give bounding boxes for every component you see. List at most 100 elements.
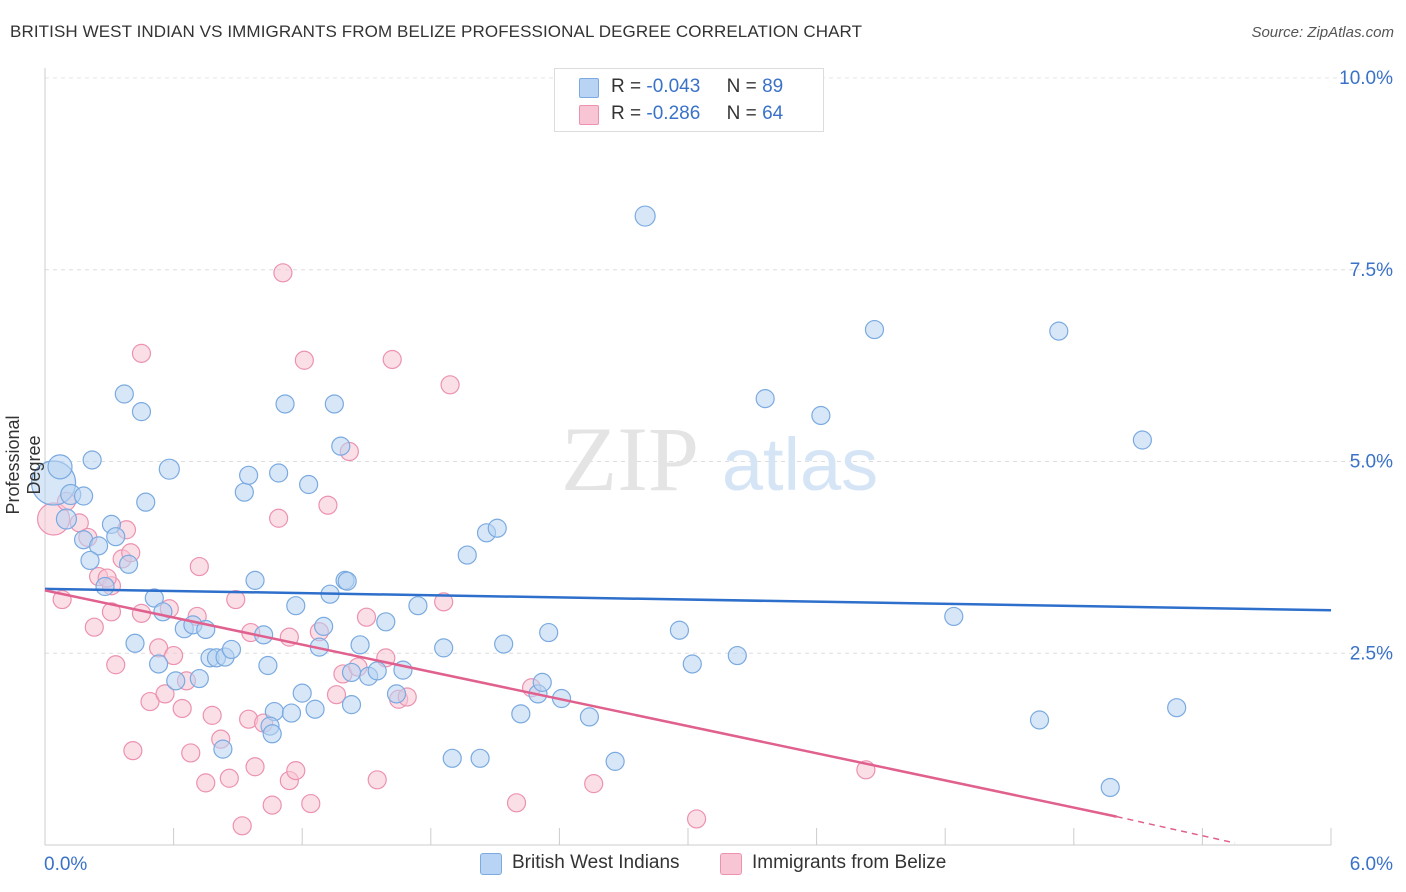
data-point: [88, 536, 109, 556]
legend-n-label: N =: [726, 103, 757, 124]
data-point: [262, 795, 282, 815]
data-point: [331, 436, 351, 456]
legend-n-value-blue: 89: [762, 76, 784, 97]
data-point: [442, 748, 462, 768]
data-point: [350, 635, 370, 655]
data-point: [155, 684, 175, 704]
legend-r-value-blue: -0.043: [646, 76, 701, 97]
data-point: [189, 668, 209, 689]
trend-lines: [44, 587, 1332, 844]
data-point: [669, 620, 690, 640]
data-point: [408, 596, 428, 616]
data-point: [386, 684, 407, 704]
data-point: [324, 394, 344, 414]
y-tick-label: 2.5%: [1350, 643, 1393, 664]
data-point: [367, 770, 387, 790]
data-point: [55, 508, 78, 530]
data-point: [131, 603, 152, 623]
data-point: [125, 633, 145, 653]
data-point: [189, 556, 209, 577]
data-point: [140, 691, 160, 712]
data-point: [123, 741, 143, 761]
data-point: [299, 474, 319, 495]
data-point: [202, 705, 222, 725]
data-point: [376, 612, 396, 632]
data-point: [341, 662, 362, 683]
data-point: [634, 205, 656, 227]
trend-line-blue: [44, 587, 1332, 612]
data-point: [470, 748, 490, 768]
data-point: [944, 606, 964, 627]
data-point: [181, 743, 201, 763]
data-point: [440, 375, 460, 395]
data-point: [367, 661, 387, 681]
data-point: [294, 350, 314, 370]
data-point: [258, 655, 278, 676]
data-point: [511, 704, 531, 724]
data-point: [434, 638, 454, 658]
legend-label-immigrants-from-belize: Immigrants from Belize: [752, 852, 947, 873]
axes: [44, 68, 1332, 846]
legend-r-label: R =: [611, 76, 642, 97]
data-point: [755, 389, 775, 409]
data-point: [539, 622, 559, 643]
data-point: [164, 645, 184, 666]
data-point: [727, 645, 747, 666]
data-point: [269, 463, 289, 483]
data-point: [1100, 777, 1120, 798]
data-point: [292, 683, 312, 703]
data-point: [337, 571, 357, 591]
data-point: [434, 592, 454, 612]
data-point: [172, 698, 192, 719]
data-point: [273, 263, 293, 283]
data-point: [811, 405, 831, 426]
data-point: [114, 384, 134, 404]
series-british-west-indians: [30, 205, 1187, 798]
data-point: [605, 751, 625, 771]
data-point: [213, 739, 233, 759]
data-point: [686, 809, 707, 829]
data-point: [84, 617, 104, 637]
data-point: [1132, 430, 1152, 450]
legend-r-value-pink: -0.286: [646, 103, 701, 124]
data-point: [457, 545, 477, 565]
data-point: [232, 816, 252, 836]
watermark-atlas: atlas: [722, 423, 878, 506]
legend-n-label: N =: [726, 76, 757, 97]
data-point: [106, 527, 126, 547]
watermark-zip: ZIP: [561, 408, 699, 510]
legend-n-value-pink: 64: [762, 103, 784, 124]
legend-swatch-pink: [579, 105, 599, 125]
data-point: [494, 634, 514, 654]
data-point: [82, 450, 102, 470]
data-point: [281, 703, 302, 723]
data-point: [158, 458, 180, 480]
data-point: [73, 486, 94, 506]
data-point: [382, 349, 402, 370]
data-point: [341, 695, 362, 715]
data-point: [245, 570, 265, 590]
data-point: [245, 757, 265, 777]
data-point: [144, 588, 164, 608]
data-point: [269, 508, 289, 528]
data-point: [532, 672, 552, 692]
legend-swatch-pink: [720, 853, 742, 875]
y-tick-label: 5.0%: [1350, 452, 1393, 473]
data-point: [275, 394, 295, 414]
data-point: [131, 402, 152, 422]
data-point: [584, 774, 604, 794]
legend-label-british-west-indians: British West Indians: [512, 852, 680, 873]
data-point: [239, 465, 259, 485]
chart-title: BRITISH WEST INDIAN VS IMMIGRANTS FROM B…: [10, 22, 863, 41]
data-point: [131, 343, 152, 363]
data-point: [286, 761, 306, 781]
y-axis-label: Professional Degree: [3, 415, 44, 515]
data-point: [301, 793, 321, 814]
data-point: [286, 596, 306, 616]
data-point: [506, 793, 527, 813]
source-credit: Source: ZipAtlas.com: [1251, 24, 1394, 41]
data-point: [1049, 321, 1069, 341]
data-point: [864, 319, 885, 340]
tick-labels: 2.5% 5.0% 7.5% 10.0% 0.0% 6.0%: [44, 68, 1393, 875]
